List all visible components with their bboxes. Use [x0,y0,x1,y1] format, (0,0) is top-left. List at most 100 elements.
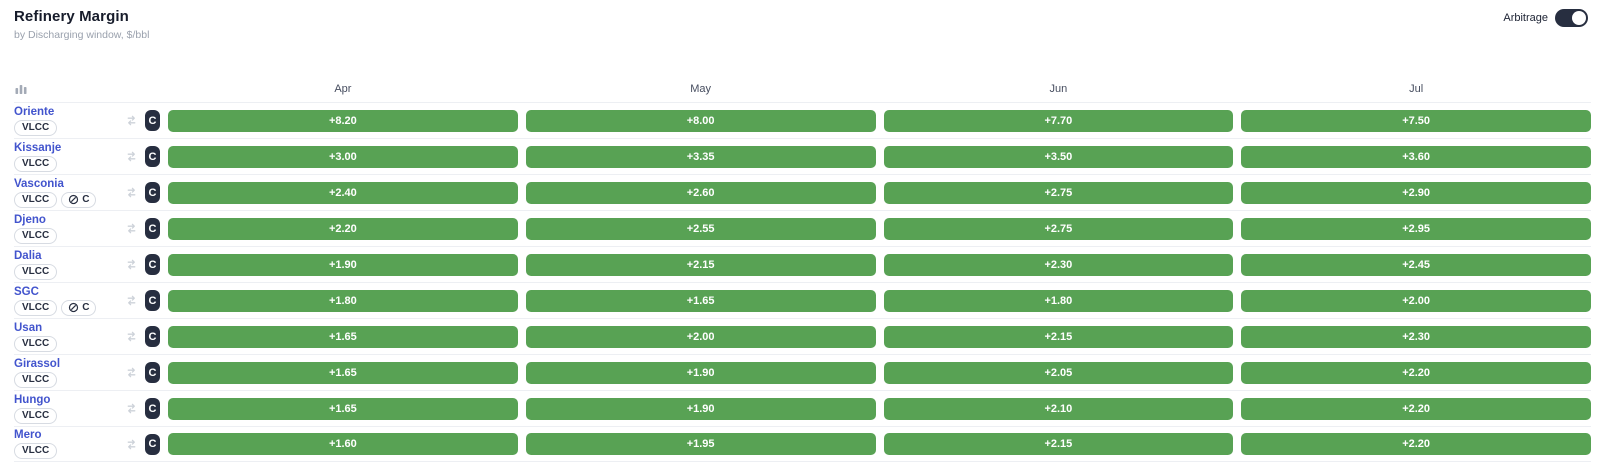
margin-cell[interactable]: +2.30 [883,253,1234,276]
c-badge[interactable]: C [145,254,160,275]
grade-label-cell: Djeno VLCC [14,212,116,246]
circle-slash-icon [69,302,79,313]
repeat-icon[interactable] [124,366,139,379]
grade-link[interactable]: Mero [14,429,42,441]
margin-cell[interactable]: +2.95 [1241,217,1591,240]
c-badge[interactable]: C [145,146,160,167]
margin-cell[interactable]: +2.90 [1241,181,1591,204]
margin-cell[interactable]: +2.15 [883,325,1234,348]
margin-cell[interactable]: +1.90 [525,397,876,420]
margin-cell[interactable]: +1.65 [168,397,518,420]
c-badge[interactable]: C [145,326,160,347]
c-badge[interactable]: C [145,290,160,311]
margin-cell[interactable]: +3.00 [168,145,518,168]
table-row: Kissanje VLCC C +3. [14,138,1591,174]
repeat-icon[interactable] [124,258,139,271]
repeat-icon[interactable] [124,438,139,451]
tag-row: VLCC C [14,191,116,208]
margin-cell[interactable]: +2.40 [168,181,518,204]
margin-cell[interactable]: +8.00 [525,109,876,132]
vessel-tag: VLCC [14,407,58,424]
repeat-icon[interactable] [124,222,139,235]
margin-cell[interactable]: +1.90 [168,253,518,276]
margin-cell[interactable]: +1.65 [525,289,876,312]
c-tag-label: C [82,301,90,313]
c-badge[interactable]: C [145,182,160,203]
tag-row: VLCC [14,119,116,136]
margin-cell[interactable]: +2.10 [883,397,1234,420]
repeat-icon[interactable] [124,330,139,343]
grade-link[interactable]: Dalia [14,249,42,262]
grade-link[interactable]: Oriente [14,105,55,118]
c-tag-pill: C [61,299,97,316]
table-header-row: Apr May Jun Jul [14,76,1591,102]
margin-cell[interactable]: +3.60 [1241,145,1591,168]
grade-link[interactable]: SGC [14,285,39,298]
repeat-icon[interactable] [124,294,139,307]
grade-link[interactable]: Djeno [14,213,46,226]
margin-cell[interactable]: +1.60 [168,433,518,455]
repeat-icon[interactable] [124,402,139,415]
margin-cell[interactable]: +2.20 [1241,361,1591,384]
vessel-tag: VLCC [14,371,58,388]
margin-cell[interactable]: +8.20 [168,109,518,132]
margin-cell[interactable]: +3.35 [525,145,876,168]
grade-label-cell: SGC VLCC C [14,284,116,318]
grade-link[interactable]: Hungo [14,393,51,406]
grade-label-cell: Hungo VLCC [14,392,116,426]
row-controls: C [124,110,160,131]
margin-cell[interactable]: +1.80 [883,289,1234,312]
grade-link[interactable]: Kissanje [14,141,62,154]
arbitrage-toggle[interactable] [1555,9,1588,27]
table-row: Djeno VLCC C +2.20 + [14,210,1591,246]
table-row: Vasconia VLCC C C +2 [14,174,1591,210]
c-tag-label: C [82,193,90,205]
margin-cell[interactable]: +2.00 [525,325,876,348]
vessel-tag: VLCC [14,227,58,244]
margin-cell[interactable]: +2.75 [883,217,1234,240]
grade-link[interactable]: Girassol [14,357,61,370]
margin-cell[interactable]: +2.15 [525,253,876,276]
table-row: Girassol VLCC C +1. [14,354,1591,390]
margin-cell[interactable]: +2.20 [168,217,518,240]
c-badge[interactable]: C [145,362,160,383]
margin-cell[interactable]: +2.60 [525,181,876,204]
margin-cell[interactable]: +2.15 [883,433,1234,455]
c-badge[interactable]: C [145,398,160,419]
grade-link[interactable]: Vasconia [14,177,64,190]
margin-cell[interactable]: +2.20 [1241,397,1591,420]
margin-cell[interactable]: +2.55 [525,217,876,240]
margin-cell[interactable]: +1.65 [168,325,518,348]
grade-link[interactable]: Usan [14,321,43,334]
margin-cell[interactable]: +2.00 [1241,289,1591,312]
margin-cell[interactable]: +1.90 [525,361,876,384]
table-row: Mero VLCC C +1.60 +1 [14,426,1591,462]
row-controls: C [124,290,160,311]
circle-slash-icon [69,194,79,205]
margin-cell[interactable]: +1.80 [168,289,518,312]
repeat-icon[interactable] [124,114,139,127]
margin-cell[interactable]: +7.50 [1241,109,1591,132]
margin-cell[interactable]: +2.05 [883,361,1234,384]
tag-row: VLCC [14,371,116,388]
margin-cell[interactable]: +2.30 [1241,325,1591,348]
margin-cell[interactable]: +1.95 [525,433,876,455]
grade-label-cell: Kissanje VLCC [14,140,116,174]
margin-cell[interactable]: +3.50 [883,145,1234,168]
c-badge[interactable]: C [145,433,160,455]
row-controls: C [124,433,160,455]
repeat-icon[interactable] [124,150,139,163]
page-subtitle: by Discharging window, $/bbl [14,29,150,41]
margin-cell[interactable]: +1.65 [168,361,518,384]
margin-cell[interactable]: +7.70 [883,109,1234,132]
repeat-icon[interactable] [124,186,139,199]
table-row: Hungo VLCC C +1.65 + [14,390,1591,426]
grade-label-cell: Usan VLCC [14,320,116,354]
c-badge[interactable]: C [145,218,160,239]
row-controls: C [124,182,160,203]
margin-cell[interactable]: +2.75 [883,181,1234,204]
c-badge[interactable]: C [145,110,160,131]
margin-cell[interactable]: +2.20 [1241,433,1591,455]
margin-cell[interactable]: +2.45 [1241,253,1591,276]
row-controls: C [124,254,160,275]
